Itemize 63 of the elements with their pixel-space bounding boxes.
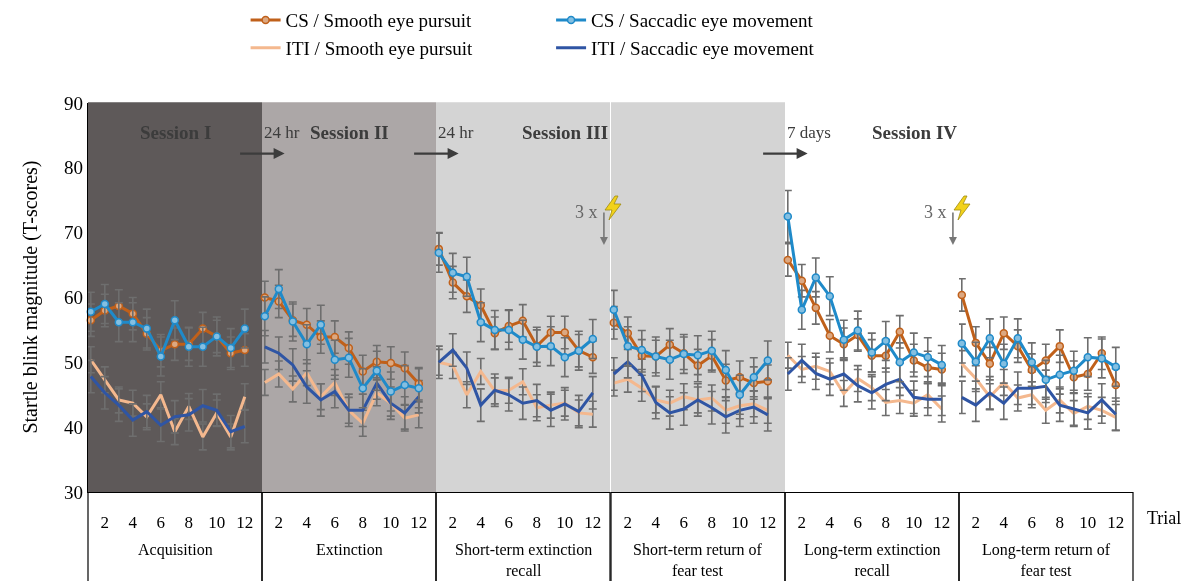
x-tick-label: 10 bbox=[905, 512, 923, 532]
x-tick-label: 2 bbox=[448, 512, 458, 532]
x-axis-title: Long-term extinction recall bbox=[804, 541, 941, 579]
x-axis-title: Long-term return of fear test bbox=[982, 541, 1111, 579]
x-tick-label: 2 bbox=[274, 512, 284, 532]
x-tick-label: 4 bbox=[476, 512, 486, 532]
x-axis-title: Acquisition bbox=[138, 541, 213, 559]
annotation: 3 x bbox=[924, 202, 947, 222]
x-tick-label: 12 bbox=[759, 512, 777, 532]
x-tick-label: 8 bbox=[532, 512, 542, 532]
x-tick-label: 8 bbox=[358, 512, 368, 532]
x-tick-label: 12 bbox=[236, 512, 254, 532]
x-tick-label: 6 bbox=[330, 512, 340, 532]
x-tick-label: 6 bbox=[156, 512, 166, 532]
x-tick-label: 2 bbox=[797, 512, 807, 532]
y-tick-label: 50 bbox=[64, 351, 84, 373]
x-tick-label: 4 bbox=[999, 512, 1009, 532]
x-tick-label: 10 bbox=[731, 512, 749, 532]
x-tick-label: 2 bbox=[100, 512, 110, 532]
x-tick-label: 10 bbox=[1079, 512, 1097, 532]
x-tick-label: 6 bbox=[679, 512, 689, 532]
x-tick-label: 2 bbox=[971, 512, 981, 532]
x-tick-label: 8 bbox=[184, 512, 194, 532]
y-tick-label: 30 bbox=[64, 481, 84, 503]
x-tick-label: 8 bbox=[1055, 512, 1065, 532]
annotation: 3 x bbox=[575, 202, 598, 222]
text: Trial bbox=[1147, 508, 1182, 528]
y-tick-label: 90 bbox=[64, 92, 84, 114]
x-tick-label: 8 bbox=[881, 512, 891, 532]
x-tick-label: 12 bbox=[933, 512, 951, 532]
legend-label: CS / Smooth eye pursuit bbox=[285, 10, 473, 32]
band-label: Session II bbox=[310, 122, 389, 143]
x-tick-label: 12 bbox=[1107, 512, 1125, 532]
x-axis-title: Extinction bbox=[316, 541, 383, 558]
x-tick-label: 6 bbox=[1027, 512, 1037, 532]
legend-label: CS / Saccadic eye movement bbox=[591, 10, 814, 32]
x-tick-label: 4 bbox=[302, 512, 312, 532]
y-tick-label: 80 bbox=[64, 157, 84, 179]
annotation: 24 hr bbox=[438, 123, 474, 142]
legend-label: ITI / Saccadic eye movement bbox=[591, 38, 815, 60]
x-tick-label: 6 bbox=[504, 512, 514, 532]
x-tick-label: 6 bbox=[853, 512, 863, 532]
x-tick-label: 2 bbox=[623, 512, 633, 532]
annotation: Session IV bbox=[872, 122, 958, 143]
band-label: Session III bbox=[522, 122, 609, 143]
x-tick-label: 10 bbox=[382, 512, 400, 532]
x-tick-label: 4 bbox=[825, 512, 835, 532]
annotation: 24 hr bbox=[264, 123, 300, 142]
x-tick-label: 12 bbox=[584, 512, 602, 532]
x-axis-title: Short-term return of fear test bbox=[633, 541, 763, 579]
y-tick-label: 70 bbox=[64, 222, 84, 244]
y-axis-title: Startle blink magnitude (T-scores) bbox=[18, 160, 42, 434]
x-tick-label: 10 bbox=[208, 512, 226, 532]
x-tick-label: 10 bbox=[556, 512, 574, 532]
x-tick-label: 12 bbox=[410, 512, 428, 532]
legend-label: ITI / Smooth eye pursuit bbox=[285, 38, 474, 60]
x-axis-title: Short-term extinction recall bbox=[455, 541, 593, 579]
x-tick-label: 4 bbox=[651, 512, 661, 532]
x-tick-label: 4 bbox=[128, 512, 138, 532]
x-tick-label: 8 bbox=[707, 512, 717, 532]
y-tick-label: 60 bbox=[64, 287, 84, 309]
y-tick-label: 40 bbox=[64, 416, 84, 438]
annotation: 7 days bbox=[787, 123, 831, 142]
